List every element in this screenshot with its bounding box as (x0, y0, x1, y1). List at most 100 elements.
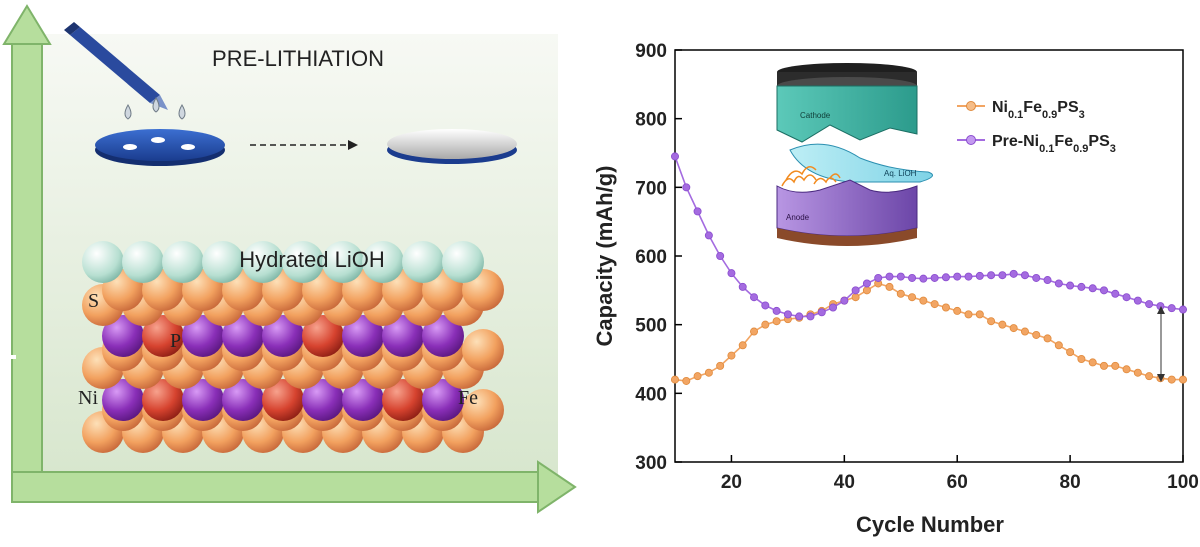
capacity-chart: 300 400 500 600 700 800 900 20 40 60 80 100 Cycle … (590, 0, 1200, 542)
y-tick-label: 900 (635, 41, 667, 62)
data-point-series-2 (671, 152, 680, 161)
electrode-disc-after (387, 129, 517, 164)
lioh-molecule (282, 241, 324, 283)
metal-atom (102, 315, 144, 357)
atomic-lattice (82, 241, 504, 453)
legend-label-series-2: Pre-Ni0.1Fe0.9PS3 (992, 133, 1116, 155)
data-point-series-2 (1145, 300, 1154, 309)
data-point-series-1 (851, 293, 860, 302)
data-point-series-2 (727, 269, 736, 278)
chart-svg: 300 400 500 600 700 800 900 20 40 60 80 100 Cycle … (592, 41, 1199, 537)
data-point-series-2 (1020, 271, 1029, 280)
inset-electrolyte-label: Aq. LiOH (884, 169, 917, 178)
y-axis-label: Capacity (mAh/g) (592, 166, 617, 347)
lioh-molecule (322, 241, 364, 283)
vertical-axis-arrow (2, 4, 52, 501)
lioh-molecule (162, 241, 204, 283)
y-tick-label: 400 (635, 384, 667, 405)
p-atom (262, 379, 304, 421)
metal-atom (262, 315, 304, 357)
x-axis-label: Cycle Number (856, 512, 1004, 537)
data-point-series-1 (1179, 375, 1188, 384)
dendrite-icon (781, 166, 841, 187)
data-point-series-2 (851, 286, 860, 295)
pen-icon (64, 22, 168, 110)
data-point-series-2 (682, 183, 691, 192)
axis-tick-mark (2, 355, 16, 359)
data-point-series-2 (840, 296, 849, 305)
data-point-series-2 (829, 303, 838, 312)
difference-arrow (1157, 306, 1165, 382)
data-point-series-1 (908, 293, 917, 302)
data-point-series-2 (975, 271, 984, 280)
metal-atom (182, 379, 224, 421)
process-arrow (250, 140, 358, 150)
metal-atom (222, 315, 264, 357)
data-point-series-1 (1145, 372, 1154, 381)
data-point-series-2 (930, 273, 939, 282)
lioh-molecule (242, 241, 284, 283)
data-point-series-2 (1043, 276, 1052, 285)
metal-atom (102, 379, 144, 421)
x-tick-label: 100 (1167, 472, 1199, 493)
data-point-series-1 (1088, 358, 1097, 367)
data-point-series-1 (964, 310, 973, 319)
data-point-series-1 (998, 320, 1007, 329)
metal-atom (422, 379, 464, 421)
metal-atom (422, 315, 464, 357)
series-line-2 (674, 156, 1184, 318)
data-point-series-2 (874, 273, 883, 282)
data-point-series-1 (1167, 375, 1176, 384)
horizontal-axis-arrow (11, 460, 577, 514)
data-point-series-1 (1111, 361, 1120, 370)
data-point-series-1 (761, 320, 770, 329)
lioh-molecule (122, 241, 164, 283)
data-point-series-1 (919, 296, 928, 305)
atom-label-s: S (88, 290, 99, 312)
battery-inset: Cathode Aq. LiOH Anode (776, 63, 933, 246)
data-point-series-2 (862, 279, 871, 288)
data-point-series-1 (1009, 324, 1018, 333)
data-point-series-1 (987, 317, 996, 326)
x-tick-label: 80 (1060, 472, 1081, 493)
lioh-layer-label: Hydrated LiOH (239, 247, 385, 272)
prelithiation-illustration: PRE-LITHIATION (0, 0, 590, 542)
data-point-series-2 (750, 293, 759, 302)
y-tick-label: 800 (635, 110, 667, 131)
data-point-series-2 (1167, 304, 1176, 313)
x-tick-label: 60 (947, 472, 968, 493)
atom-label-ni: Ni (78, 387, 98, 409)
p-atom (382, 379, 424, 421)
data-point-series-1 (1032, 330, 1041, 339)
data-point-series-1 (671, 375, 680, 384)
metal-atom (342, 315, 384, 357)
data-point-series-2 (1088, 284, 1097, 293)
data-point-series-1 (1020, 327, 1029, 336)
metal-atom (182, 315, 224, 357)
lioh-molecule (82, 241, 124, 283)
data-point-series-1 (727, 351, 736, 360)
lioh-molecule (402, 241, 444, 283)
legend-label-series-1: Ni0.1Fe0.9PS3 (992, 99, 1085, 121)
atom-label-p: P (170, 330, 181, 352)
illustration-title: PRE-LITHIATION (212, 46, 384, 71)
p-atom (302, 315, 344, 357)
y-axis-ticks: 300 400 500 600 700 800 900 (635, 41, 682, 474)
data-point-series-2 (772, 306, 781, 315)
data-point-series-2 (964, 272, 973, 281)
inset-anode-label: Anode (786, 213, 810, 222)
data-point-series-2 (1077, 282, 1086, 291)
s-atom (462, 389, 504, 431)
data-point-series-2 (817, 308, 826, 317)
x-tick-label: 40 (834, 472, 855, 493)
data-point-series-1 (941, 303, 950, 312)
data-point-series-2 (998, 271, 1007, 280)
data-point-series-2 (761, 301, 770, 310)
droplet-icons (124, 97, 186, 120)
y-tick-label: 500 (635, 316, 667, 337)
data-point-series-2 (1133, 296, 1142, 305)
data-point-series-1 (693, 372, 702, 381)
lioh-molecule (442, 241, 484, 283)
series-line-1 (674, 282, 1183, 382)
data-point-series-2 (1054, 279, 1063, 288)
